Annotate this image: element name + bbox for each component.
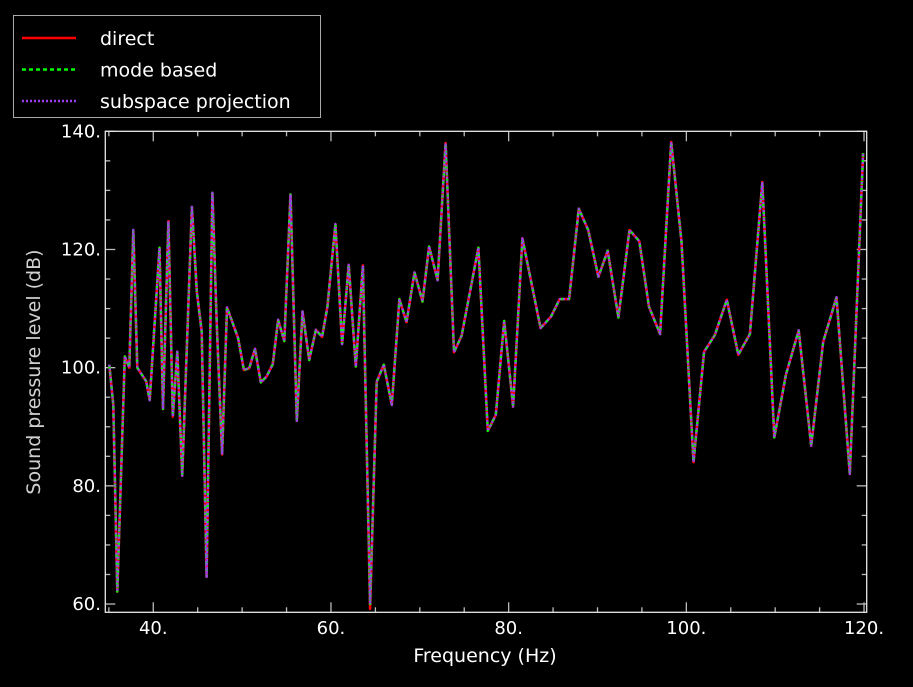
x-tick-label: 40.	[139, 618, 168, 639]
series-lines	[108, 140, 865, 611]
x-tick-label: 120.	[844, 618, 884, 639]
x-axis-label: Frequency (Hz)	[413, 645, 556, 667]
x-tick-label: 100.	[666, 618, 706, 639]
y-tick-label: 120.	[61, 239, 101, 260]
y-tick-label: 60.	[72, 594, 101, 615]
x-tick-label: 60.	[317, 618, 346, 639]
legend-item: mode based	[22, 60, 217, 82]
legend-item: direct	[22, 28, 154, 50]
x-tick-label: 80.	[494, 618, 523, 639]
y-tick-label: 100.	[61, 358, 101, 379]
plot-frame	[104, 130, 868, 613]
legend: direct mode based subspace projection	[13, 15, 321, 118]
series-line-subspace-projection	[108, 140, 865, 606]
y-tick-label: 80.	[72, 476, 101, 497]
axis-ticks	[105, 130, 867, 613]
legend-label: mode based	[100, 60, 217, 82]
tick-labels: 40. 60. 80. 100. 120. 60. 80. 100. 120. 140.	[61, 121, 884, 639]
legend-label: subspace projection	[100, 91, 291, 113]
legend-item: subspace projection	[22, 91, 291, 113]
y-axis-label: Sound pressure level (dB)	[23, 249, 45, 494]
legend-box	[13, 15, 321, 118]
y-tick-label: 140.	[61, 121, 101, 142]
legend-label: direct	[100, 28, 154, 50]
